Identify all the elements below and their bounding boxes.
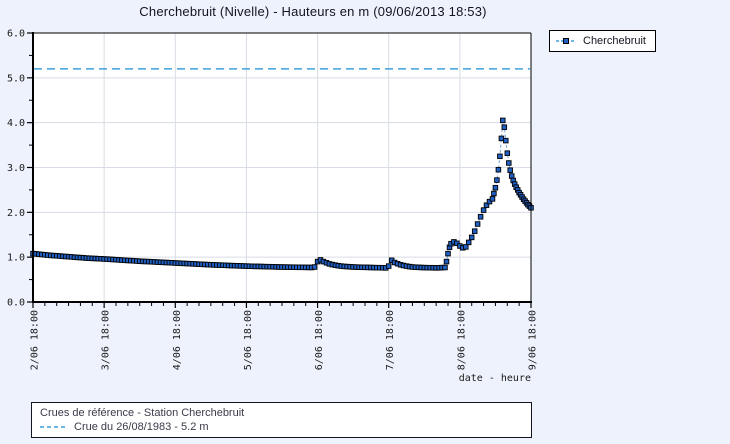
data-marker [503,137,509,144]
data-marker [483,202,490,208]
gridlines [33,33,531,302]
data-marker [494,177,500,183]
x-tick-label: 2/06 18:00 [30,310,41,370]
dashed-line-icon [40,426,68,428]
y-tick-label: 1.0 [7,253,25,264]
reference-flood-label: Crue du 26/08/1983 - 5.2 m [74,421,209,433]
data-marker [311,264,318,270]
x-tick-label: 7/06 18:00 [385,310,396,370]
x-tick-label: 6/06 18:00 [314,310,325,370]
data-marker [508,173,515,179]
data-marker [385,263,392,269]
data-marker [474,221,481,227]
data-marker [491,190,497,197]
y-tick-label: 6.0 [7,29,25,40]
data-marker [480,207,487,213]
reference-floods-box: Crues de référence - Station Cherchebrui… [31,402,532,438]
reference-flood-entry: Crue du 26/08/1983 - 5.2 m [40,420,523,434]
data-marker [501,124,508,130]
axis-tick-labels: 0.0 1.0 2.0 3.0 4.0 5.0 6.0 2/06 18:00 3/06 18:0… [7,29,539,371]
data-marker [492,184,499,191]
reference-box-title: Crues de référence - Station Cherchebrui… [40,407,245,419]
y-tick-label: 2.0 [7,208,25,219]
x-tick-label: 3/06 18:00 [101,310,112,370]
data-marker [468,234,475,241]
data-marker [506,160,512,166]
y-tick-label: 5.0 [7,73,25,84]
data-marker [463,244,469,250]
data-marker [495,166,502,173]
data-marker [443,258,450,265]
data-marker [500,117,506,124]
legend-series-marker-icon [556,38,576,44]
y-tick-label: 4.0 [7,118,25,129]
series-markers [30,117,534,271]
data-marker [504,150,511,156]
x-tick-label: 4/06 18:00 [172,310,183,370]
data-marker [477,214,484,220]
data-marker [498,135,505,142]
legend-series-label: Cherchebruit [583,35,646,47]
x-tick-label: 8/06 18:00 [456,310,467,370]
data-marker [497,153,503,160]
legend-box: Cherchebruit [549,30,656,52]
y-tick-label: 0.0 [7,298,25,309]
chart-title: Cherchebruit (Nivelle) - Hauteurs en m (… [139,4,487,19]
data-marker [445,250,451,257]
data-marker [489,196,496,202]
data-marker [471,228,478,234]
x-tick-label: 5/06 18:00 [243,310,254,370]
data-marker [465,239,472,246]
data-marker [442,264,448,271]
axis-ticks [27,32,532,308]
hydrograph-chart: 0.0 1.0 2.0 3.0 4.0 5.0 6.0 2/06 18:00 3/06 18:0… [7,29,539,385]
x-axis-label: date - heure [459,373,531,384]
y-tick-label: 3.0 [7,163,25,174]
data-marker [507,167,513,173]
x-tick-label: 9/06 18:00 [528,310,539,370]
